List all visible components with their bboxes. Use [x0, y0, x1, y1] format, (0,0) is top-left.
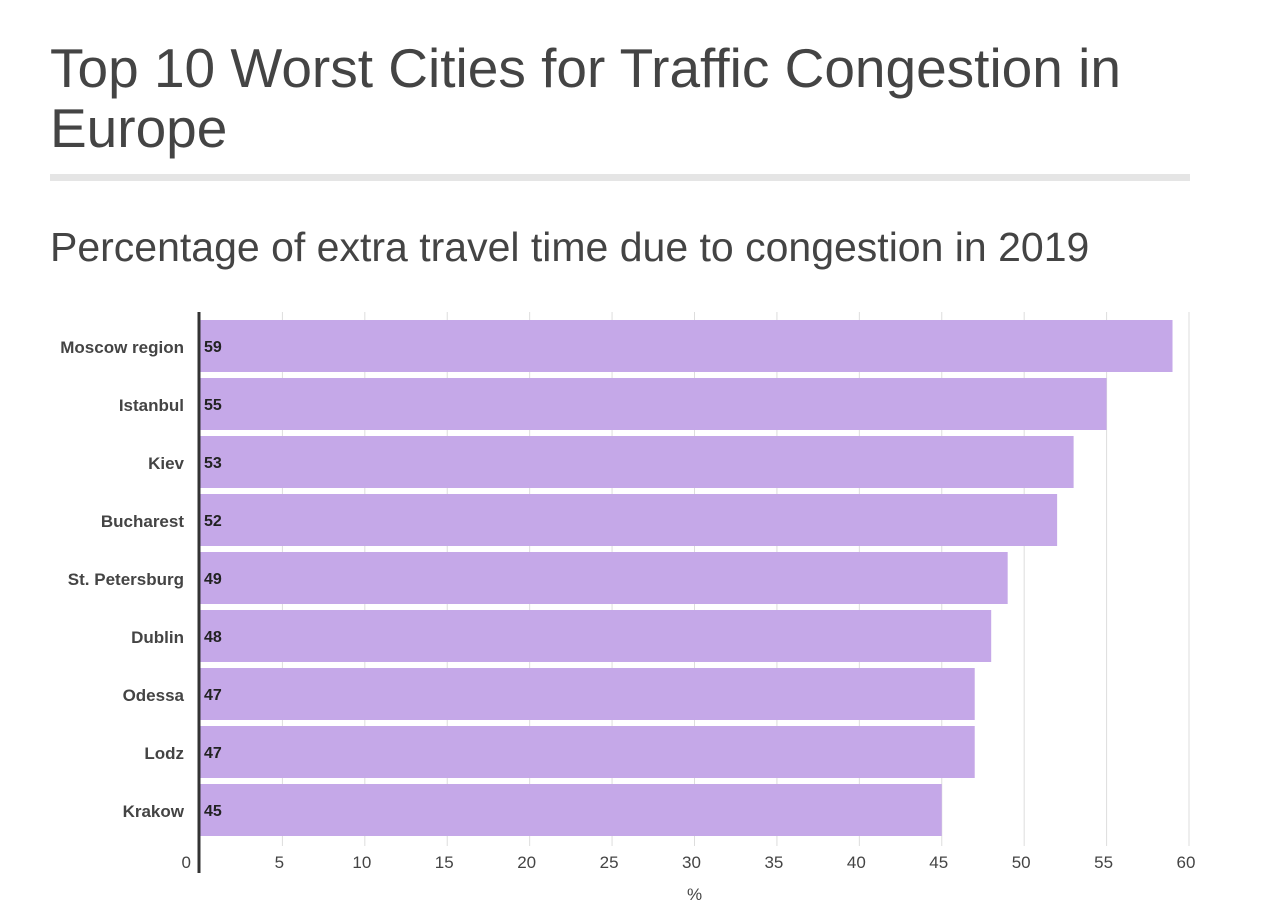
value-label: 53 — [204, 455, 222, 472]
category-label: Odessa — [123, 686, 185, 705]
value-label: 59 — [204, 339, 222, 356]
value-label: 55 — [204, 397, 222, 414]
x-tick-label: 35 — [764, 853, 783, 872]
bar — [200, 552, 1008, 604]
category-label: Lodz — [144, 744, 184, 763]
bar — [200, 668, 975, 720]
category-label: St. Petersburg — [68, 570, 184, 589]
page-title: Top 10 Worst Cities for Traffic Congesti… — [50, 37, 1121, 159]
x-tick-label: 20 — [517, 853, 536, 872]
x-tick-label: 55 — [1094, 853, 1113, 872]
bar — [200, 726, 975, 778]
x-tick-label: 25 — [600, 853, 619, 872]
value-label: 48 — [204, 629, 222, 646]
value-label: 47 — [204, 687, 222, 704]
bars — [200, 320, 1173, 836]
category-label: Kiev — [148, 454, 184, 473]
value-label: 49 — [204, 571, 222, 588]
bar — [200, 610, 992, 662]
x-tick-label: 5 — [275, 853, 284, 872]
title-divider — [50, 174, 1190, 181]
bar — [200, 378, 1107, 430]
bar — [200, 320, 1173, 372]
value-label: 45 — [204, 803, 222, 820]
x-tick-label: 30 — [682, 853, 701, 872]
category-label: Bucharest — [101, 512, 184, 531]
category-label: Dublin — [131, 628, 184, 647]
bar — [200, 494, 1058, 546]
x-tick-label: 0 — [182, 853, 191, 872]
value-label: 52 — [204, 513, 222, 530]
value-label: 47 — [204, 745, 222, 762]
x-tick-labels: 0 5 10 15 20 25 30 35 40 45 50 55 60 — [182, 853, 1196, 872]
category-labels: Moscow region Istanbul Kiev Bucharest St. Pe… — [60, 338, 184, 821]
category-label: Krakow — [123, 802, 185, 821]
x-tick-label: 50 — [1012, 853, 1031, 872]
bar — [200, 436, 1074, 488]
x-tick-label: 60 — [1177, 853, 1196, 872]
x-axis-title: % — [687, 885, 702, 904]
value-labels: 59 55 53 52 49 48 47 47 45 — [204, 339, 222, 820]
x-tick-label: 10 — [352, 853, 371, 872]
category-label: Istanbul — [119, 396, 184, 415]
x-tick-label: 15 — [435, 853, 454, 872]
x-tick-label: 45 — [929, 853, 948, 872]
category-label: Moscow region — [60, 338, 184, 357]
bar — [200, 784, 942, 836]
x-tick-label: 40 — [847, 853, 866, 872]
chart-title: Percentage of extra travel time due to c… — [50, 224, 1090, 270]
